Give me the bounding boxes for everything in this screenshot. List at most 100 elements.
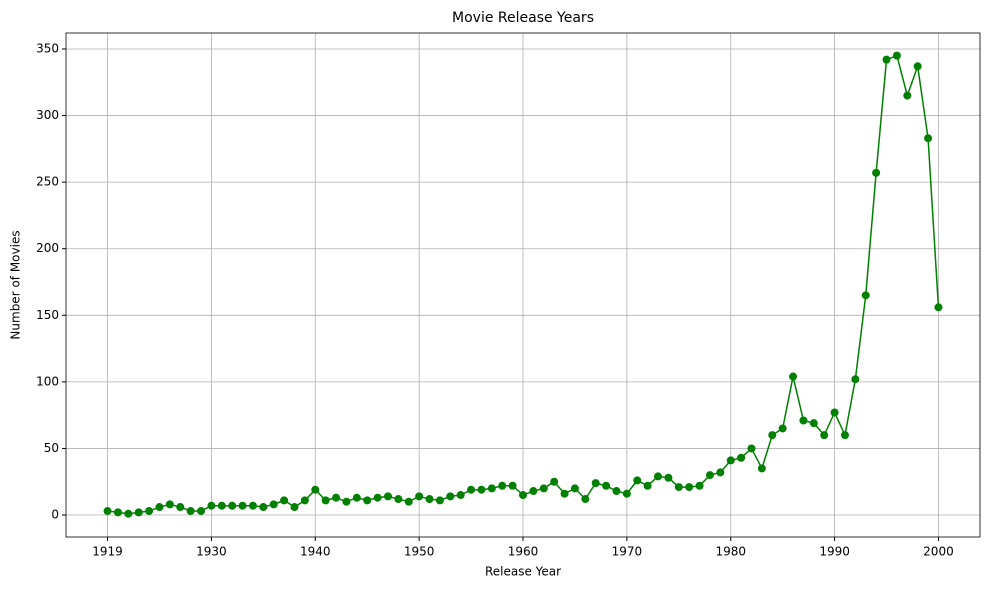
marker — [892, 51, 901, 60]
marker — [830, 408, 839, 417]
marker — [373, 493, 382, 502]
marker — [300, 496, 309, 505]
marker — [290, 503, 299, 512]
marker — [851, 375, 860, 384]
marker — [311, 485, 320, 494]
marker — [487, 484, 496, 493]
marker — [695, 481, 704, 490]
marker — [259, 503, 268, 512]
marker — [737, 453, 746, 462]
marker — [383, 492, 392, 501]
marker — [726, 456, 735, 465]
chart-title: Movie Release Years — [452, 10, 594, 26]
marker — [425, 495, 434, 504]
marker — [113, 508, 122, 517]
marker — [861, 291, 870, 300]
marker — [768, 431, 777, 440]
marker — [591, 479, 600, 488]
marker — [622, 489, 631, 498]
marker — [560, 489, 569, 498]
x-tick-label: 1990 — [819, 545, 850, 559]
x-tick-label: 1930 — [196, 545, 227, 559]
marker — [280, 496, 289, 505]
marker — [404, 497, 413, 506]
marker — [664, 473, 673, 482]
marker — [415, 492, 424, 501]
marker — [820, 431, 829, 440]
marker — [685, 483, 694, 492]
marker — [477, 485, 486, 494]
x-tick-label: 1980 — [715, 545, 746, 559]
marker — [550, 477, 559, 486]
marker — [789, 372, 798, 381]
marker — [446, 492, 455, 501]
marker — [903, 91, 912, 100]
marker — [778, 424, 787, 433]
marker — [352, 493, 361, 502]
marker — [674, 483, 683, 492]
marker — [103, 507, 112, 516]
marker — [840, 431, 849, 440]
marker — [872, 168, 881, 177]
y-tick-label: 0 — [51, 508, 59, 522]
x-axis-label: Release Year — [485, 565, 561, 579]
marker — [165, 500, 174, 509]
marker — [519, 491, 527, 500]
x-tick-label: 2000 — [923, 545, 954, 559]
marker — [654, 472, 663, 481]
marker — [321, 496, 330, 505]
marker — [633, 476, 642, 485]
y-tick-label: 300 — [36, 108, 59, 122]
x-tick-label: 1950 — [404, 545, 435, 559]
marker — [467, 485, 476, 494]
marker — [705, 471, 714, 480]
marker — [176, 503, 185, 512]
y-tick-label: 200 — [36, 241, 59, 255]
marker — [394, 495, 403, 504]
y-tick-label: 250 — [36, 175, 59, 189]
marker — [809, 419, 818, 428]
marker — [186, 507, 195, 516]
x-tick-label: 1960 — [508, 545, 539, 559]
plot-frame — [65, 32, 981, 538]
y-axis-label: Number of Movies — [9, 230, 23, 339]
marker — [799, 416, 808, 425]
x-tick-label: 1940 — [300, 545, 331, 559]
marker — [716, 468, 725, 477]
marker — [529, 487, 538, 496]
marker — [570, 484, 579, 493]
marker — [145, 507, 154, 516]
marker — [207, 501, 216, 510]
marker — [456, 491, 465, 500]
y-tick-label: 150 — [36, 308, 59, 322]
x-tick-label: 1919 — [92, 545, 123, 559]
marker — [913, 62, 922, 71]
marker — [248, 501, 257, 510]
marker — [602, 481, 611, 490]
marker — [612, 487, 621, 496]
x-tick-label: 1970 — [612, 545, 643, 559]
marker — [269, 500, 278, 509]
marker — [924, 134, 933, 143]
marker — [643, 481, 652, 490]
marker — [155, 503, 164, 512]
marker — [363, 496, 372, 505]
marker — [539, 484, 548, 493]
marker — [342, 497, 351, 506]
marker — [228, 501, 237, 510]
marker — [197, 507, 206, 516]
marker — [757, 464, 766, 473]
y-tick-label: 350 — [36, 41, 59, 55]
marker — [124, 509, 133, 518]
marker — [581, 495, 590, 504]
marker — [747, 444, 756, 453]
y-tick-label: 100 — [36, 374, 59, 388]
marker — [217, 501, 226, 510]
marker — [134, 508, 143, 517]
marker — [332, 493, 341, 502]
marker — [882, 55, 891, 64]
marker — [934, 303, 943, 312]
marker — [435, 496, 444, 505]
marker — [508, 481, 517, 490]
